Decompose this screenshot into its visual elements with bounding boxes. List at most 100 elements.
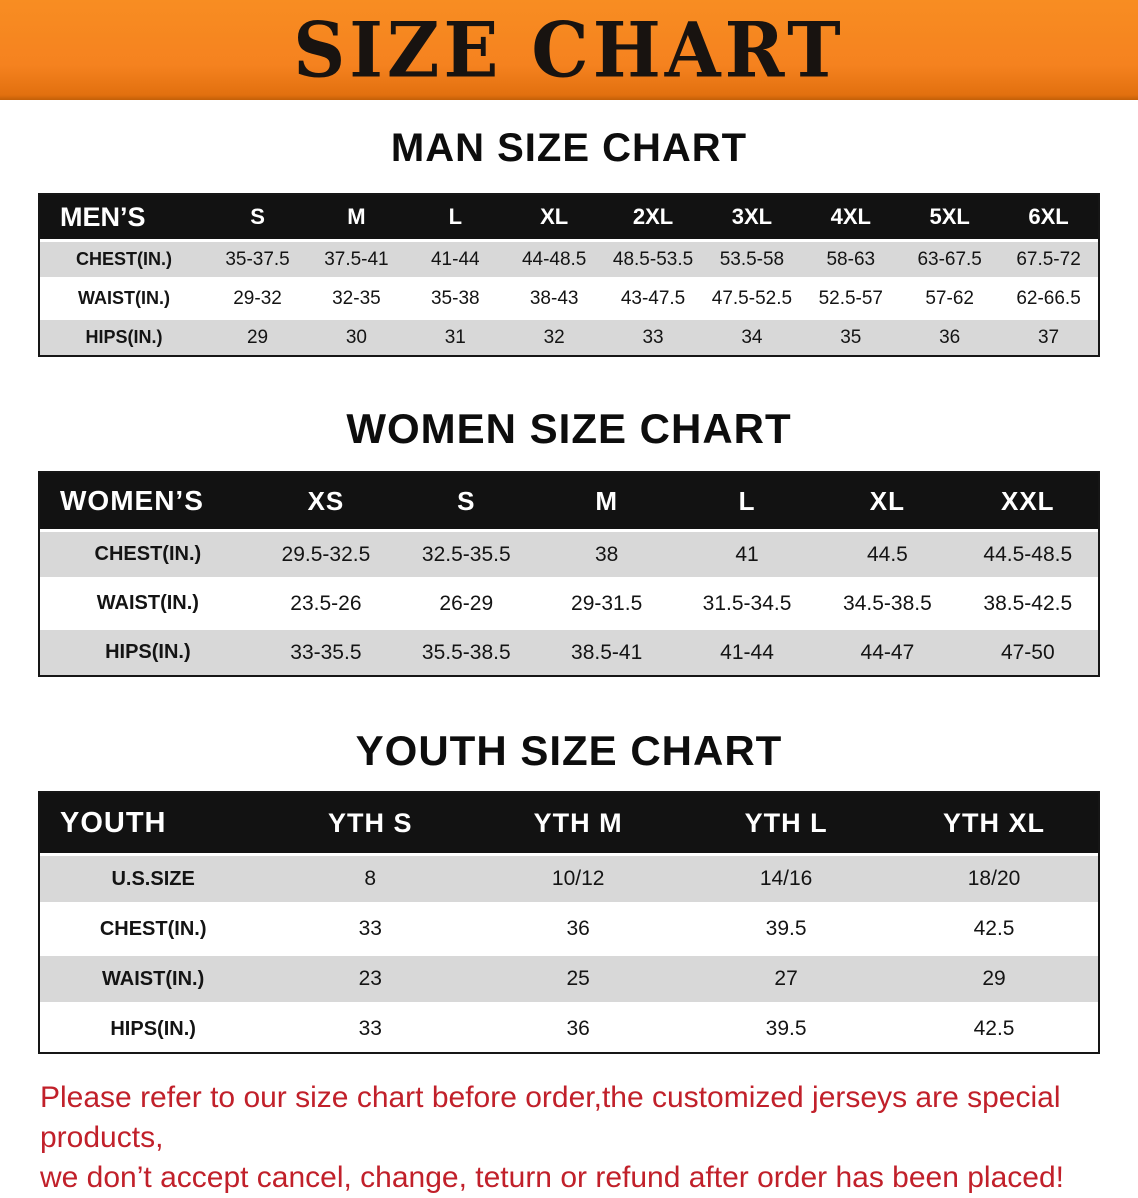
- cell-value: 41-44: [720, 640, 774, 664]
- cell-value: 32: [543, 326, 565, 348]
- cell-value: 30: [345, 326, 367, 348]
- cell-value: 38-43: [504, 279, 604, 320]
- cell-value: 35-37.5: [208, 240, 307, 281]
- cell-value: 18/20: [890, 854, 1098, 906]
- table-row: HIPS(IN.) 33-35.5 35.5-38.5 38.5-41 41-44 44-…: [40, 628, 1098, 675]
- cell-value: 44.5-48.5: [957, 530, 1098, 581]
- header-row: WOMEN’S XS S M L XL XXL: [40, 473, 1098, 532]
- table-corner-label: MEN’S: [40, 195, 209, 242]
- cell-value: 25: [474, 954, 683, 1006]
- cell-value: 52.5-57: [801, 279, 901, 320]
- column-header: L: [676, 473, 818, 532]
- cell-value: 33: [266, 904, 475, 956]
- cell-value: 26-29: [396, 579, 537, 630]
- cell-value: 32.5-35.5: [396, 530, 537, 581]
- column-header: M: [536, 473, 677, 532]
- table-row: CHEST(IN.) 35-37.5 37.5-41 41-44 44-48.5 48.5…: [40, 240, 1098, 281]
- cell-value: 58-63: [801, 240, 901, 281]
- women-chart-heading: WOMEN SIZE CHART: [346, 405, 792, 452]
- footer-line-1: Please refer to our size chart before or…: [40, 1081, 1061, 1154]
- size-table: WOMEN’S XS S M L XL XXL CHEST(IN.) 29.5-32.5 32.5…: [40, 473, 1098, 675]
- cell-value: 36: [566, 1017, 590, 1040]
- cell-value: 35-38: [405, 279, 505, 320]
- column-header: XXL: [957, 473, 1098, 532]
- row-label: WAIST(IN.): [40, 954, 267, 1006]
- cell-value: 23.5-26: [255, 579, 397, 630]
- cell-value: 29.5-32.5: [255, 530, 397, 581]
- cell-value: 39.5: [765, 1017, 807, 1040]
- cell-value: 47-50: [1000, 640, 1055, 664]
- column-header: YTH XL: [890, 793, 1098, 856]
- cell-value: 44-47: [860, 640, 915, 664]
- cell-value: 44-48.5: [504, 240, 604, 281]
- table-corner-label: YOUTH: [40, 793, 267, 856]
- column-header: YTH L: [682, 793, 891, 856]
- men-size-table: MEN’S S M L XL 2XL 3XL 4XL 5XL 6XL CHEST(IN.) 35-37…: [38, 193, 1100, 357]
- cell-value: 57-62: [900, 279, 1000, 320]
- cell-value: 62-66.5: [999, 279, 1098, 320]
- cell-value: 38: [536, 530, 677, 581]
- header-row: YOUTH YTH S YTH M YTH L YTH XL: [40, 793, 1098, 856]
- row-label: HIPS(IN.): [85, 327, 163, 347]
- cell-value: 38.5-42.5: [957, 579, 1098, 630]
- cell-value: 41: [676, 530, 818, 581]
- table-row: WAIST(IN.) 23.5-26 26-29 29-31.5 31.5-34.5 34…: [40, 579, 1098, 630]
- column-header: 4XL: [801, 195, 901, 242]
- cell-value: 33: [642, 326, 664, 348]
- table-row: WAIST(IN.) 23 25 27 29: [40, 954, 1098, 1006]
- women-size-table: WOMEN’S XS S M L XL XXL CHEST(IN.) 29.5-32.5 32.5…: [38, 471, 1100, 677]
- cell-value: 43-47.5: [603, 279, 703, 320]
- table-corner-label: WOMEN’S: [40, 473, 256, 532]
- row-label: CHEST(IN.): [40, 240, 209, 281]
- header-row: MEN’S S M L XL 2XL 3XL 4XL 5XL 6XL: [40, 195, 1098, 242]
- row-label: HIPS(IN.): [110, 1017, 196, 1040]
- row-label: WAIST(IN.): [40, 279, 209, 320]
- cell-value: 67.5-72: [999, 240, 1098, 281]
- cell-value: 35: [840, 326, 862, 348]
- cell-value: 42.5: [890, 904, 1098, 956]
- cell-value: 41-44: [405, 240, 505, 281]
- cell-value: 31: [444, 326, 466, 348]
- size-table: MEN’S S M L XL 2XL 3XL 4XL 5XL 6XL CHEST(IN.) 35-37…: [40, 195, 1098, 355]
- column-header: 3XL: [702, 195, 802, 242]
- cell-value: 29-32: [208, 279, 307, 320]
- cell-value: 31.5-34.5: [676, 579, 818, 630]
- cell-value: 14/16: [682, 854, 891, 906]
- cell-value: 38.5-41: [571, 640, 643, 664]
- column-header: XS: [255, 473, 397, 532]
- column-header: XL: [504, 195, 604, 242]
- men-chart-heading: MAN SIZE CHART: [390, 126, 748, 170]
- cell-value: 8: [266, 854, 475, 906]
- column-header: XL: [817, 473, 958, 532]
- banner-title: SIZE CHART: [293, 4, 845, 95]
- table-row: WAIST(IN.) 29-32 32-35 35-38 38-43 43-47.5 47.…: [40, 279, 1098, 320]
- cell-value: 63-67.5: [900, 240, 1000, 281]
- column-header: S: [396, 473, 537, 532]
- size-chart-banner: SIZE CHART: [0, 0, 1138, 100]
- cell-value: 48.5-53.5: [603, 240, 703, 281]
- row-label: CHEST(IN.): [40, 530, 256, 581]
- cell-value: 35.5-38.5: [421, 640, 511, 664]
- column-header: L: [405, 195, 505, 242]
- column-header: YTH S: [266, 793, 475, 856]
- cell-value: 32-35: [306, 279, 406, 320]
- cell-value: 37.5-41: [306, 240, 406, 281]
- cell-value: 29: [246, 326, 269, 348]
- cell-value: 39.5: [682, 904, 891, 956]
- column-header: 2XL: [603, 195, 703, 242]
- cell-value: 33-35.5: [290, 640, 362, 664]
- size-table: YOUTH YTH S YTH M YTH L YTH XL U.S.SIZE 8 10/12…: [40, 793, 1098, 1052]
- column-header: 5XL: [900, 195, 1000, 242]
- youth-chart-heading: YOUTH SIZE CHART: [355, 727, 783, 774]
- cell-value: 33: [358, 1017, 382, 1040]
- cell-value: 29-31.5: [536, 579, 677, 630]
- youth-size-table: YOUTH YTH S YTH M YTH L YTH XL U.S.SIZE 8 10/12…: [38, 791, 1100, 1054]
- cell-value: 42.5: [973, 1017, 1015, 1040]
- column-header: M: [306, 195, 406, 242]
- column-header: S: [208, 195, 307, 242]
- row-label: CHEST(IN.): [40, 904, 267, 956]
- cell-value: 27: [682, 954, 891, 1006]
- row-label: HIPS(IN.): [105, 641, 191, 663]
- cell-value: 10/12: [474, 854, 683, 906]
- cell-value: 36: [939, 326, 961, 348]
